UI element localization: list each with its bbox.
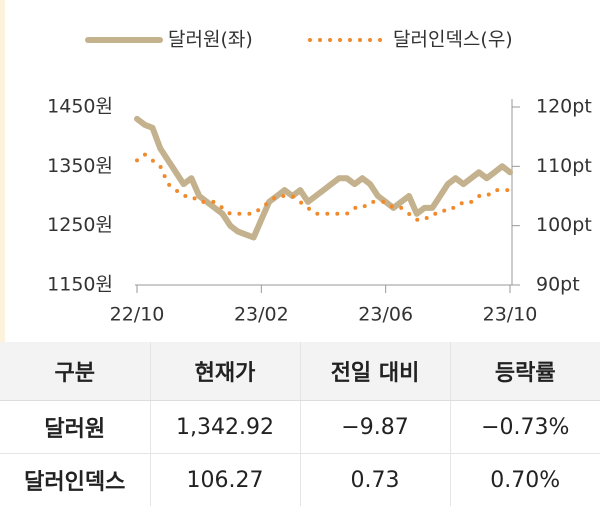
y2-tick-label: 100pt	[536, 214, 592, 236]
legend-label: 달러원(좌)	[168, 29, 253, 51]
table-cell: 달러원	[0, 401, 150, 454]
y-tick-label: 1450원	[47, 96, 113, 118]
header-cell: 전일 대비	[300, 342, 450, 401]
table-cell: 1,342.92	[150, 401, 300, 454]
chart: 달러원(좌) 달러인덱스(우) 1150원 1250원 1350원 1450원 90pt 10…	[0, 0, 600, 342]
x-tick-label: 23/02	[234, 304, 289, 326]
legend-label: 달러인덱스(우)	[393, 29, 513, 51]
table-cell: 0.73	[300, 454, 450, 506]
y2-tick-label: 90pt	[536, 274, 580, 296]
y-tick-label: 1150원	[47, 274, 113, 296]
series-line	[137, 119, 510, 238]
table-cell: 0.70%	[450, 454, 600, 506]
table-cell: −0.73%	[450, 401, 600, 454]
x-tick-label: 22/10	[110, 304, 165, 326]
header-cell: 구분	[0, 342, 150, 401]
x-tick-label: 23/10	[483, 304, 538, 326]
table-cell: −9.87	[300, 401, 450, 454]
table-cell: 달러인덱스	[0, 454, 150, 506]
y-tick-label: 1350원	[47, 155, 113, 177]
y2-tick-label: 120pt	[536, 96, 592, 118]
y-tick-label: 1250원	[47, 214, 113, 236]
y2-tick-label: 110pt	[536, 155, 592, 177]
x-tick-label: 23/06	[358, 304, 413, 326]
header-cell: 현재가	[150, 342, 300, 401]
table-cell: 106.27	[150, 454, 300, 506]
header-cell: 등락률	[450, 342, 600, 401]
